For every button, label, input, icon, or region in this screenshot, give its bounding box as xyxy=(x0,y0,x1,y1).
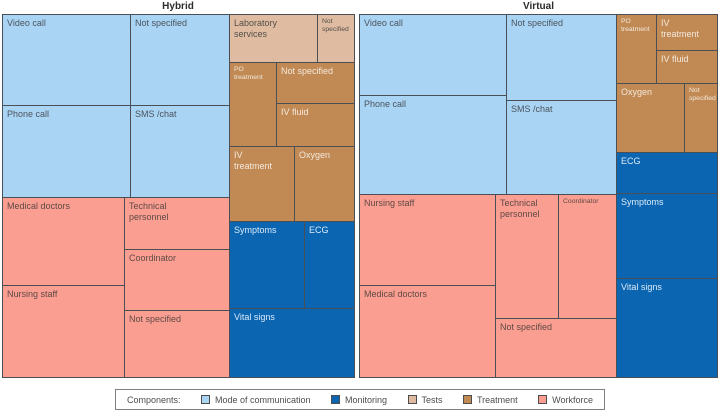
cell-label: Symptoms xyxy=(234,225,277,235)
cell-hybrid-technical-personnel: Technical personnel xyxy=(124,197,229,249)
legend-label: Tests xyxy=(421,394,443,405)
legend-item-mode-of-communication: Mode of communication xyxy=(201,395,311,405)
cell-virtual-vital-signs: Vital signs xyxy=(616,278,717,377)
cell-virtual-coordinator: Coordinator xyxy=(558,194,616,318)
cell-hybrid-not-specified: Not specified xyxy=(130,15,229,105)
cell-hybrid-iv-treatment: IV treatment xyxy=(229,146,294,221)
cell-label: Not specified xyxy=(511,18,564,28)
legend-label: Treatment xyxy=(477,394,518,405)
cell-label: Not specified xyxy=(500,322,553,332)
cell-label: Coordinator xyxy=(563,198,599,205)
cell-label: Technical personnel xyxy=(129,201,169,222)
legend-item-workforce: Workforce xyxy=(538,395,593,405)
cell-label: IV fluid xyxy=(661,54,689,64)
cell-label: Not specified xyxy=(281,66,334,76)
legend-label: Monitoring xyxy=(345,394,388,405)
cell-label: SMS /chat xyxy=(511,104,553,114)
cell-label: Phone call xyxy=(364,99,407,109)
legend-item-monitoring: Monitoring xyxy=(331,395,387,405)
cell-virtual-po-treatment: PO treatment xyxy=(616,15,656,83)
cell-hybrid-not-specified: Not specified xyxy=(276,62,354,103)
legend-swatch-treatment xyxy=(463,395,472,404)
cell-label: Oxygen xyxy=(621,87,653,97)
cell-label: Technical personnel xyxy=(500,198,540,219)
cell-label: ECG xyxy=(309,225,329,235)
cell-label: Oxygen xyxy=(299,150,331,160)
cell-hybrid-laboratory-services: Laboratory services xyxy=(229,15,317,62)
legend: Components: Mode of communication Monitori… xyxy=(115,389,605,410)
cell-label: Medical doctors xyxy=(364,289,428,299)
cell-hybrid-coordinator: Coordinator xyxy=(124,249,229,310)
cell-label: Not specified xyxy=(129,314,182,324)
cell-hybrid-ecg: ECG xyxy=(304,221,354,308)
legend-title: Components: xyxy=(127,394,181,405)
cell-label: Video call xyxy=(364,18,403,28)
cell-virtual-iv-fluid: IV fluid xyxy=(656,50,717,83)
legend-label: Mode of communication xyxy=(215,394,311,405)
cell-label: Coordinator xyxy=(129,253,177,263)
legend-item-tests: Tests xyxy=(407,394,443,405)
cell-label: Vital signs xyxy=(621,282,662,292)
cell-label: IV fluid xyxy=(281,107,309,117)
cell-hybrid-nursing-staff: Nursing staff xyxy=(3,285,124,377)
cell-hybrid-video-call: Video call xyxy=(3,15,130,105)
cell-hybrid-symptoms: Symptoms xyxy=(229,221,304,308)
panel-title-hybrid: Hybrid xyxy=(162,1,194,12)
cell-hybrid-not-specified: Not specified xyxy=(317,15,354,62)
cell-label: Nursing staff xyxy=(7,289,58,299)
cell-virtual-not-specified: Not specified xyxy=(506,15,616,100)
cell-virtual-medical-doctors: Medical doctors xyxy=(360,285,495,377)
treemap-panel-hybrid: Video call Not specified Phone call SMS /ch… xyxy=(2,14,355,378)
cell-label: Not specified xyxy=(689,87,716,103)
cell-hybrid-medical-doctors: Medical doctors xyxy=(3,197,124,285)
cell-label: SMS /chat xyxy=(135,109,177,119)
cell-hybrid-oxygen: Oxygen xyxy=(294,146,354,221)
cell-label: PO treatment xyxy=(234,66,263,82)
cell-label: Medical doctors xyxy=(7,201,71,211)
legend-swatch-mode-of-communication xyxy=(201,395,210,404)
cell-hybrid-phone-call: Phone call xyxy=(3,105,130,197)
cell-hybrid-vital-signs: Vital signs xyxy=(229,308,354,377)
cell-label: IV treatment xyxy=(234,150,273,171)
cell-virtual-sms-chat: SMS /chat xyxy=(506,100,616,194)
legend-swatch-monitoring xyxy=(331,395,341,404)
cell-label: Not specified xyxy=(135,18,188,28)
cell-virtual-symptoms: Symptoms xyxy=(616,193,717,278)
cell-label: PO treatment xyxy=(621,18,650,34)
legend-swatch-tests xyxy=(407,395,417,404)
cell-virtual-not-specified: Not specified xyxy=(495,318,616,377)
cell-label: Video call xyxy=(7,18,46,28)
cell-label: Laboratory services xyxy=(234,18,278,39)
cell-label: Symptoms xyxy=(621,197,664,207)
legend-label: Workforce xyxy=(552,394,593,405)
panel-title-virtual: Virtual xyxy=(523,1,554,12)
cell-virtual-ecg: ECG xyxy=(616,152,717,193)
cell-hybrid-not-specified: Not specified xyxy=(124,310,229,377)
cell-virtual-technical-personnel: Technical personnel xyxy=(495,194,558,318)
cell-label: ECG xyxy=(621,156,641,166)
cell-label: Phone call xyxy=(7,109,50,119)
cell-hybrid-po-treatment: PO treatment xyxy=(229,62,276,146)
cell-hybrid-sms-chat: SMS /chat xyxy=(130,105,229,197)
cell-label: Vital signs xyxy=(234,312,275,322)
cell-hybrid-iv-fluid: IV fluid xyxy=(276,103,354,146)
cell-virtual-phone-call: Phone call xyxy=(360,95,506,194)
cell-virtual-video-call: Video call xyxy=(360,15,506,95)
treemap-panel-virtual: Video call Not specified Phone call SMS /ch… xyxy=(359,14,718,378)
legend-swatch-workforce xyxy=(538,395,548,404)
cell-virtual-nursing-staff: Nursing staff xyxy=(360,194,495,285)
cell-virtual-not-specified: Not specified xyxy=(684,83,717,152)
cell-label: Not specified xyxy=(322,18,349,34)
cell-label: IV treatment xyxy=(661,18,700,39)
cell-virtual-iv-treatment: IV treatment xyxy=(656,15,717,50)
cell-label: Nursing staff xyxy=(364,198,415,208)
cell-virtual-oxygen: Oxygen xyxy=(616,83,684,152)
legend-item-treatment: Treatment xyxy=(463,395,518,405)
